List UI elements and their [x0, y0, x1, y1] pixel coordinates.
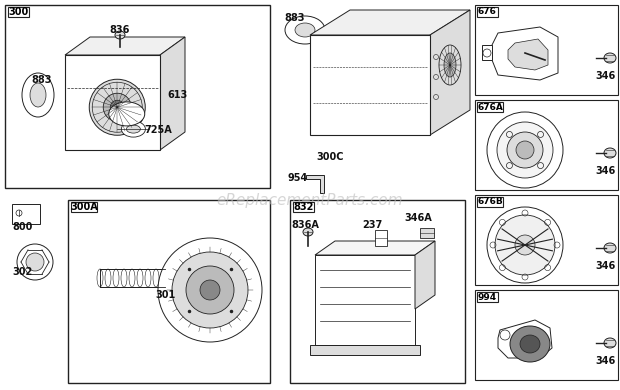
Text: 302: 302 [12, 267, 32, 277]
Ellipse shape [295, 23, 315, 37]
Polygon shape [315, 241, 435, 255]
Ellipse shape [604, 338, 616, 348]
Text: 883: 883 [32, 75, 52, 85]
Ellipse shape [520, 335, 540, 353]
Polygon shape [508, 39, 548, 70]
Polygon shape [430, 10, 470, 135]
Text: 346: 346 [596, 71, 616, 81]
Ellipse shape [26, 253, 44, 271]
Ellipse shape [30, 83, 46, 107]
Text: 346A: 346A [404, 213, 432, 223]
Bar [8, 7, 29, 17]
Ellipse shape [604, 148, 616, 158]
Bar [100, 269, 165, 287]
Text: 346: 346 [596, 356, 616, 366]
Text: 883: 883 [285, 13, 305, 23]
Ellipse shape [126, 125, 140, 133]
Ellipse shape [186, 266, 234, 314]
Bar [12, 204, 40, 224]
Text: 346: 346 [596, 166, 616, 176]
Bar [477, 197, 503, 207]
Text: 300: 300 [8, 7, 29, 17]
Bar [475, 290, 618, 380]
Bar [68, 200, 270, 383]
Bar [310, 35, 430, 135]
Ellipse shape [200, 280, 220, 300]
Ellipse shape [22, 73, 54, 117]
Text: 832: 832 [293, 202, 314, 212]
Ellipse shape [172, 252, 248, 328]
Bar [293, 202, 314, 212]
Ellipse shape [104, 93, 131, 121]
Polygon shape [65, 37, 185, 55]
Text: 300C: 300C [316, 152, 343, 162]
Ellipse shape [89, 79, 145, 135]
Bar [315, 255, 415, 345]
Ellipse shape [516, 141, 534, 159]
Bar [477, 292, 497, 302]
Bar [477, 102, 503, 112]
Text: 836: 836 [110, 25, 130, 35]
Ellipse shape [495, 215, 555, 275]
Polygon shape [160, 37, 185, 150]
Text: 954: 954 [288, 173, 308, 183]
Text: 300A: 300A [70, 202, 98, 212]
Text: 676A: 676A [477, 103, 503, 112]
Ellipse shape [110, 100, 124, 114]
Ellipse shape [515, 235, 535, 255]
Ellipse shape [439, 45, 461, 85]
Bar [475, 100, 618, 190]
Ellipse shape [487, 112, 563, 188]
Polygon shape [492, 27, 558, 80]
Polygon shape [310, 10, 470, 35]
Polygon shape [415, 241, 435, 309]
Polygon shape [482, 45, 492, 60]
Ellipse shape [604, 53, 616, 63]
Text: 994: 994 [477, 292, 497, 301]
Bar [5, 5, 270, 188]
Ellipse shape [497, 122, 553, 178]
Bar [420, 228, 434, 238]
Ellipse shape [115, 31, 125, 39]
Text: 237: 237 [362, 220, 382, 230]
Text: 346: 346 [596, 261, 616, 271]
Bar [375, 230, 387, 246]
Ellipse shape [108, 102, 144, 126]
Bar [71, 202, 97, 212]
Polygon shape [498, 320, 552, 358]
Bar [290, 200, 465, 383]
Ellipse shape [510, 326, 550, 362]
Text: 613: 613 [168, 90, 188, 100]
Text: eReplacementParts.com: eReplacementParts.com [216, 193, 404, 207]
Ellipse shape [604, 243, 616, 253]
Text: 836A: 836A [291, 220, 319, 230]
Ellipse shape [122, 121, 146, 137]
Text: 676: 676 [478, 7, 497, 16]
Bar [477, 7, 497, 17]
Text: 676B: 676B [477, 197, 503, 206]
Ellipse shape [444, 53, 456, 77]
Ellipse shape [158, 238, 262, 342]
Ellipse shape [285, 16, 325, 44]
Polygon shape [310, 345, 420, 355]
Text: 800: 800 [12, 222, 32, 232]
Ellipse shape [507, 132, 543, 168]
Bar [475, 195, 618, 285]
Polygon shape [306, 175, 324, 193]
Text: 301: 301 [155, 290, 175, 300]
Bar [65, 55, 160, 150]
Text: 725A: 725A [144, 125, 172, 135]
Ellipse shape [303, 228, 313, 236]
Ellipse shape [17, 244, 53, 280]
Ellipse shape [92, 82, 142, 132]
Ellipse shape [487, 207, 563, 283]
Bar [475, 5, 618, 95]
